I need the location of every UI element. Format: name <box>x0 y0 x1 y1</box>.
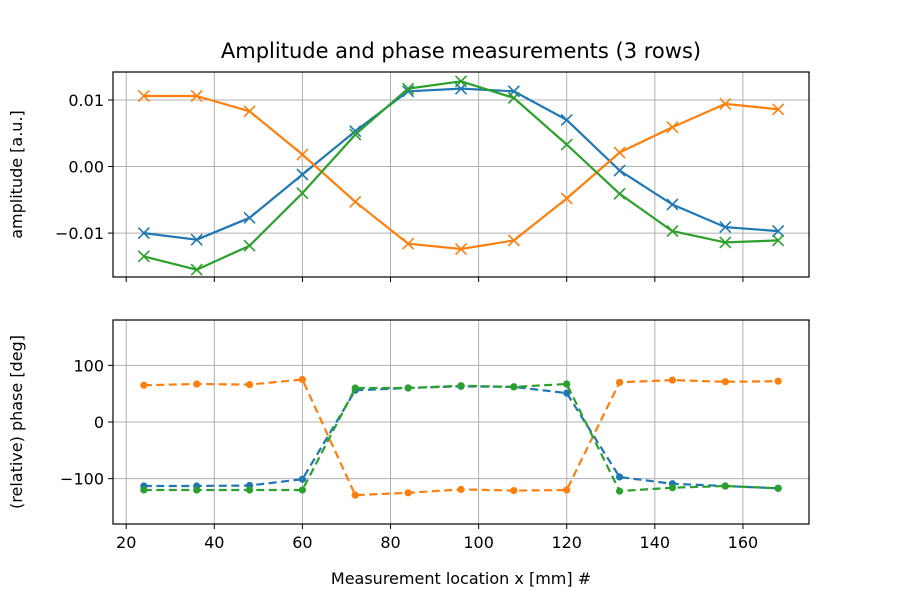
phase-series-1-line <box>143 378 779 497</box>
amplitude-series-0-point <box>560 113 573 126</box>
phase-series-2-point <box>193 486 201 494</box>
amplitude-series-2-point <box>296 187 309 200</box>
amplitude-series-2-point <box>613 187 626 200</box>
phase-series-1-point <box>351 491 359 499</box>
amplitude-series-1-point <box>243 105 256 118</box>
amplitude-series-0-point <box>613 164 626 177</box>
amplitude-y-axis-label: amplitude [a.u.] <box>7 110 26 239</box>
amplitude-series-0-point <box>296 168 309 181</box>
phase-series-2-line <box>143 382 779 493</box>
amplitude-series-2-point <box>349 128 362 141</box>
amplitude-series-2-point <box>402 82 415 95</box>
amplitude-y-tick-label: 0.00 <box>68 158 104 177</box>
amplitude-series-1-point <box>402 237 415 250</box>
phase-series-0-point <box>563 389 571 397</box>
amplitude-series-0-point <box>243 211 256 224</box>
phase-series-0-point <box>615 473 624 481</box>
phase-series-1-point <box>245 381 254 389</box>
amplitude-series-1-point <box>613 146 626 159</box>
amplitude-series-0-point <box>349 125 362 138</box>
amplitude-series-1-point <box>190 89 203 103</box>
phase-series-2-point <box>245 486 254 494</box>
phase-series-1-point <box>193 380 201 388</box>
phase-panel: 20 40 60 80 100 120 140 160 −100 0 100 (relative) p… <box>7 319 810 552</box>
amplitude-series-1-point <box>349 195 362 208</box>
phase-series-1-point <box>404 489 412 497</box>
amplitude-series-0-point <box>772 225 785 238</box>
phase-series-2-point <box>510 383 518 391</box>
phase-y-tick-label: 0 <box>94 413 104 432</box>
phase-series-1-point <box>457 485 465 494</box>
phase-y-axis-label: (relative) phase [deg] <box>7 335 26 509</box>
amplitude-series-2-point <box>137 250 150 263</box>
amplitude-series-0-line <box>143 87 779 241</box>
phase-series-2-point <box>298 486 307 494</box>
phase-series-2-point <box>774 484 782 492</box>
x-tick-label: 120 <box>551 533 582 552</box>
phase-series-1-point <box>615 378 624 386</box>
phase-series-1-point <box>774 377 782 385</box>
x-tick-label: 100 <box>463 533 494 552</box>
amplitude-series-0-point <box>719 221 732 234</box>
amplitude-series-2-point <box>243 239 256 252</box>
phase-series-2-point <box>668 484 677 492</box>
x-tick-label: 160 <box>728 533 759 552</box>
amplitude-series-2-point <box>719 236 732 249</box>
phase-series-2-point <box>457 382 465 390</box>
x-tick-label: 40 <box>204 533 224 552</box>
phase-series-1-point <box>668 376 677 384</box>
x-tick-label: 60 <box>292 533 312 552</box>
phase-series-1-point <box>298 375 307 384</box>
amplitude-series-1-point <box>666 121 679 134</box>
amplitude-series-0-point <box>190 233 203 246</box>
phase-y-tick-label: 100 <box>73 356 104 375</box>
phase-series-2-point <box>615 487 624 495</box>
amplitude-panel: −0.01 0.00 0.01 amplitude [a.u.] <box>7 71 810 282</box>
amplitude-series-1-point <box>507 234 520 247</box>
phase-series-0-line <box>143 385 779 490</box>
x-tick-label: 20 <box>116 533 136 552</box>
amplitude-series-1-point <box>560 192 573 205</box>
phase-series-0-point <box>298 475 307 483</box>
chart-title: Amplitude and phase measurements (3 rows… <box>221 39 701 63</box>
amplitude-series-2-line <box>143 80 779 271</box>
amplitude-series-1-point <box>137 89 150 103</box>
x-axis-label: Measurement location x [mm] # <box>331 569 591 588</box>
phase-series-1-point <box>140 381 148 389</box>
phase-y-tick-label: −100 <box>60 470 104 489</box>
phase-series-2-point <box>563 380 571 388</box>
amplitude-series-2-point <box>190 263 203 276</box>
amplitude-series-2-point <box>772 234 785 247</box>
phase-series-1-point <box>563 486 571 494</box>
x-tick-label: 80 <box>380 533 400 552</box>
amplitude-series-0-point <box>137 227 150 240</box>
amplitude-series-2-point <box>507 91 520 105</box>
amplitude-series-2-point <box>666 225 679 238</box>
amplitude-series-2-point <box>454 75 468 88</box>
amplitude-series-1-point <box>296 148 309 161</box>
amplitude-series-1-point <box>719 97 732 111</box>
phase-series-1-point <box>721 378 729 386</box>
amplitude-series-1-point <box>772 103 785 116</box>
amplitude-series-0-point <box>666 198 679 211</box>
amplitude-series-2-point <box>560 138 573 151</box>
phase-series-2-point <box>140 486 148 494</box>
phase-series-1-point <box>510 486 518 495</box>
x-tick-label: 140 <box>640 533 671 552</box>
amplitude-axes-frame <box>112 71 810 278</box>
amplitude-series-1-point <box>454 242 468 256</box>
phase-series-2-point <box>351 384 359 392</box>
amplitude-y-tick-label: 0.01 <box>68 91 104 110</box>
phase-series-2-point <box>404 384 412 392</box>
phase-series-2-point <box>721 482 729 490</box>
amplitude-series-1-line <box>143 94 779 251</box>
amplitude-y-tick-label: −0.01 <box>55 224 104 243</box>
